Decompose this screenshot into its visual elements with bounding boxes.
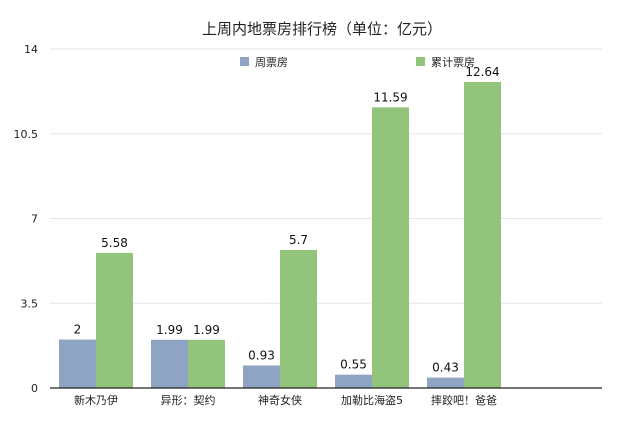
y-tick-label: 10.5 <box>14 128 39 141</box>
bar-weekly <box>59 339 96 388</box>
data-label: 2 <box>74 323 82 337</box>
bar-cumulative <box>188 339 225 388</box>
bar-cumulative <box>464 81 501 388</box>
bar-cumulative <box>96 252 133 388</box>
data-label: 11.59 <box>373 90 407 104</box>
data-label: 1.99 <box>193 323 220 337</box>
bar-weekly <box>427 377 464 388</box>
category-labels: 新木乃伊 异形：契约 神奇女侠 加勒比海盗5 摔跤吧！爸爸 <box>74 393 497 407</box>
category-label: 新木乃伊 <box>74 393 118 407</box>
y-tick-label: 14 <box>24 43 38 56</box>
data-label: 1.99 <box>156 323 183 337</box>
bar-cumulative <box>280 249 317 388</box>
data-label: 0.93 <box>248 348 275 362</box>
y-tick-label: 7 <box>31 213 38 226</box>
y-axis-ticks: 0 3.5 7 10.5 14 <box>14 43 39 395</box>
bar-weekly <box>243 365 280 388</box>
category-label: 异形：契约 <box>161 393 216 407</box>
y-tick-label: 3.5 <box>21 297 39 310</box>
legend-label: 周票房 <box>255 56 288 69</box>
category-label: 加勒比海盗5 <box>341 393 403 407</box>
bar-cumulative <box>372 107 409 388</box>
data-label: 5.58 <box>101 236 128 250</box>
data-label: 0.43 <box>432 361 459 375</box>
data-label: 5.7 <box>289 233 308 247</box>
category-label: 摔跤吧！爸爸 <box>431 393 497 407</box>
gridlines <box>50 48 602 304</box>
bar-weekly <box>151 339 188 388</box>
data-label: 0.55 <box>340 358 367 372</box>
chart-title: 上周内地票房排行榜（单位：亿元） <box>202 20 442 38</box>
legend: 周票房 累计票房 <box>240 56 475 69</box>
category-label: 神奇女侠 <box>258 393 302 407</box>
bar-weekly <box>335 374 372 388</box>
data-labels: 2 5.58 1.99 1.99 0.93 5.7 0.55 11.59 0.43 12.64 <box>74 65 500 375</box>
legend-swatch <box>240 57 249 66</box>
data-label: 12.64 <box>465 65 499 79</box>
bars <box>59 81 501 388</box>
legend-label: 累计票房 <box>431 56 475 69</box>
y-tick-label: 0 <box>31 382 38 395</box>
legend-swatch <box>416 57 425 66</box>
